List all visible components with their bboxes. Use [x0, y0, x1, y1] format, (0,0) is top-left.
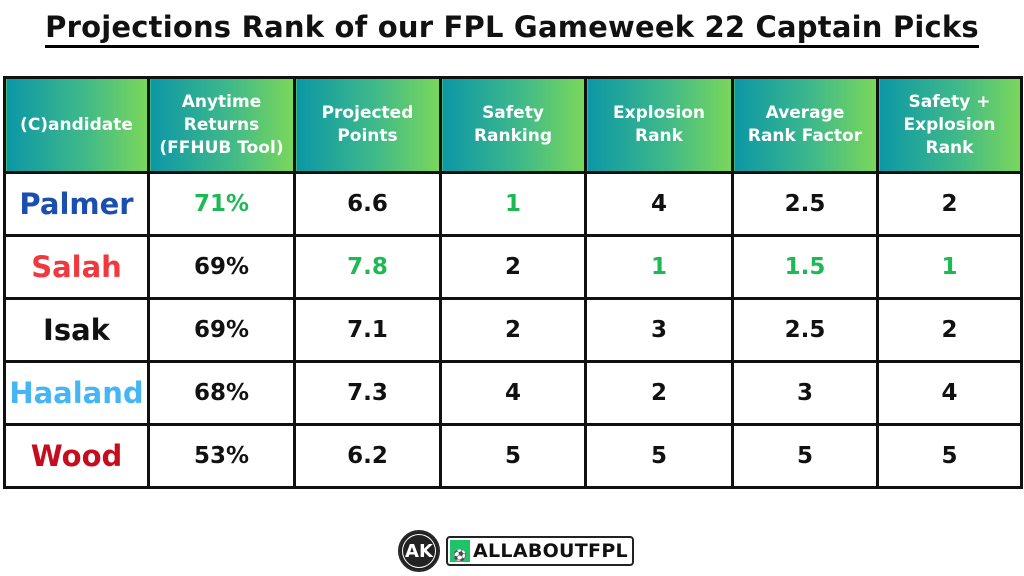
table-cell: 4: [876, 360, 1023, 426]
candidate-name: Palmer: [3, 171, 150, 237]
column-header-line: Projected: [321, 103, 414, 123]
table-cell: 3: [584, 297, 734, 363]
table-cell: 5: [731, 423, 879, 489]
column-header-line: Returns: [183, 114, 260, 135]
ak-logo-text: AK: [405, 540, 433, 562]
table-cell: 2: [439, 297, 587, 363]
column-header-line: Points: [337, 126, 398, 146]
ak-logo: AK: [398, 530, 440, 572]
candidate-name: Salah: [3, 234, 150, 300]
column-header: (C)andidate: [3, 76, 150, 174]
column-header-line: Rank: [635, 126, 683, 146]
table-cell: 6.6: [293, 171, 442, 237]
table-cell: 5: [439, 423, 587, 489]
column-header-line: (C)andidate: [20, 114, 133, 135]
table-cell: 2.5: [731, 171, 879, 237]
column-header-line: Rank: [925, 137, 974, 158]
table-cell: 1: [439, 171, 587, 237]
table-cell: 1.5: [731, 234, 879, 300]
column-header: Safety + Explosion Rank: [876, 76, 1023, 174]
table-row: Wood 53% 6.2 5 5 5 5: [3, 423, 1023, 489]
table-cell: 7.8: [293, 234, 442, 300]
table-cell: 2: [439, 234, 587, 300]
table-cell: 69%: [147, 234, 296, 300]
column-header-line: Anytime: [181, 91, 262, 112]
table-cell: 68%: [147, 360, 296, 426]
candidate-name: Haaland: [3, 360, 150, 426]
column-header: Projected Points: [293, 76, 442, 174]
captain-picks-table: (C)andidate Anytime Returns (FFHUB Tool) Pro…: [3, 76, 1023, 489]
table-row: Salah 69% 7.8 2 1 1.5 1: [3, 234, 1023, 300]
candidate-name: Isak: [3, 297, 150, 363]
table-cell: 53%: [147, 423, 296, 489]
table-cell: 2.5: [731, 297, 879, 363]
table-cell: 2: [584, 360, 734, 426]
column-header: Average Rank Factor: [731, 76, 879, 174]
column-header-line: Average: [765, 103, 845, 123]
boot-and-ball-icon: ⚽: [450, 540, 470, 562]
table-cell: 6.2: [293, 423, 442, 489]
table-row: Palmer 71% 6.6 1 4 2.5 2: [3, 171, 1023, 237]
page-title-text: Projections Rank of our FPL Gameweek 22 …: [45, 10, 979, 48]
table-cell: 7.3: [293, 360, 442, 426]
table-cell: 2: [876, 171, 1023, 237]
footer-logos: AK ⚽ ALLABOUTFPL: [398, 530, 634, 572]
table-cell: 69%: [147, 297, 296, 363]
table-cell: 4: [584, 171, 734, 237]
table-cell: 7.1: [293, 297, 442, 363]
page-title: Projections Rank of our FPL Gameweek 22 …: [0, 10, 1024, 48]
column-header-line: Explosion: [613, 103, 705, 123]
column-header-line: Explosion: [903, 114, 996, 135]
column-header-line: Rank Factor: [747, 126, 863, 146]
table-cell: 2: [876, 297, 1023, 363]
table-body: Palmer 71% 6.6 1 4 2.5 2 Salah 69% 7.8 2 1 1.5 1 Isak 6…: [3, 171, 1023, 489]
column-header: Explosion Rank: [584, 76, 734, 174]
table-row: Haaland 68% 7.3 4 2 3 4: [3, 360, 1023, 426]
table-cell: 5: [584, 423, 734, 489]
table-cell: 4: [439, 360, 587, 426]
column-header-line: Safety +: [908, 91, 991, 112]
column-header: Anytime Returns (FFHUB Tool): [147, 76, 296, 174]
column-header: Safety Ranking: [439, 76, 587, 174]
table-cell: 5: [876, 423, 1023, 489]
candidate-name: Wood: [3, 423, 150, 489]
table-cell: 3: [731, 360, 879, 426]
column-header-line: Ranking: [473, 126, 553, 146]
table-row: Isak 69% 7.1 2 3 2.5 2: [3, 297, 1023, 363]
brand-text: ALLABOUTFPL: [473, 540, 628, 562]
header-row: (C)andidate Anytime Returns (FFHUB Tool) Pro…: [3, 76, 1023, 174]
table-cell: 71%: [147, 171, 296, 237]
table-cell: 1: [584, 234, 734, 300]
column-header-line: Safety: [482, 103, 544, 123]
table-cell: 1: [876, 234, 1023, 300]
column-header-line: (FFHUB Tool): [159, 137, 284, 158]
allaboutfpl-logo: ⚽ ALLABOUTFPL: [446, 536, 634, 566]
